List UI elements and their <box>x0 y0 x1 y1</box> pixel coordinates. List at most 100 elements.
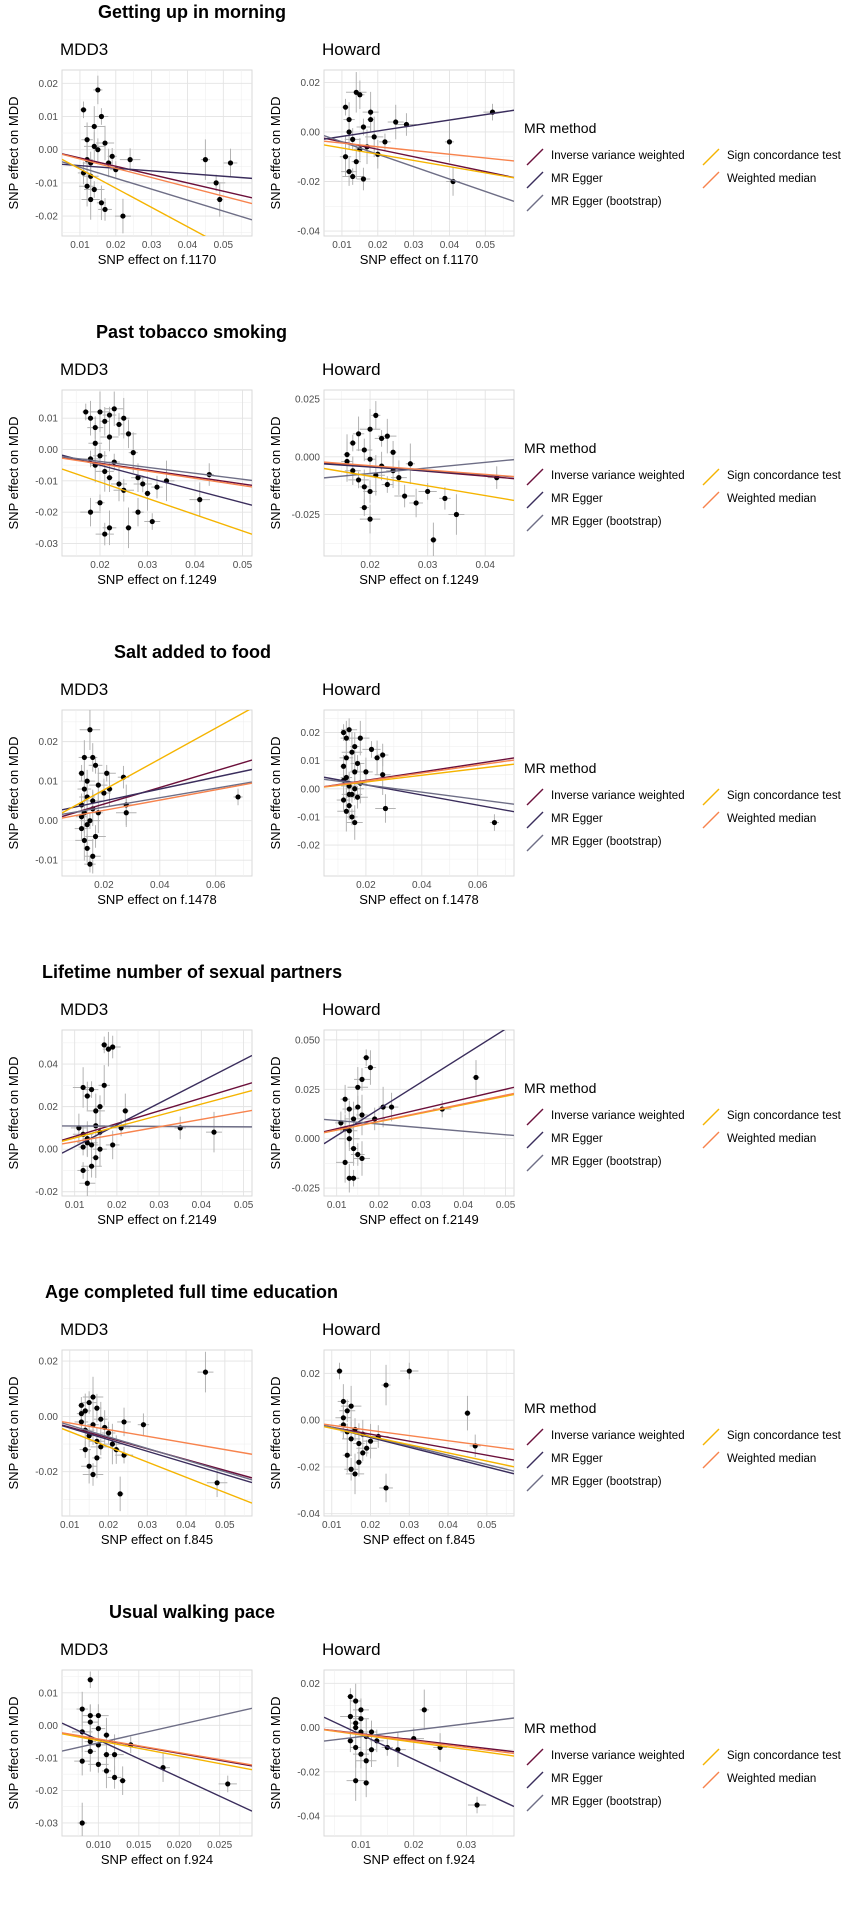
plot-area <box>323 389 515 557</box>
data-point <box>361 447 367 453</box>
y-tick-label: 0.00 <box>39 1721 59 1732</box>
panel-title: Howard <box>322 1320 381 1339</box>
legend-key-egger <box>526 1771 544 1789</box>
data-point <box>363 769 369 775</box>
data-point <box>407 461 413 467</box>
data-point <box>213 180 219 186</box>
data-point <box>214 1480 220 1486</box>
data-point <box>390 449 396 455</box>
legend-label-sign: Sign concordance test <box>727 1430 841 1442</box>
data-point <box>363 1055 369 1061</box>
x-tick-label: 0.04 <box>176 1520 196 1531</box>
legend-title: MR method <box>524 440 597 456</box>
x-tick-label: 0.05 <box>477 1520 497 1531</box>
data-point <box>340 797 347 803</box>
data-point <box>217 196 223 203</box>
data-point <box>95 87 101 93</box>
legend-key-wmed <box>702 811 720 829</box>
regression-line-sign <box>62 468 252 535</box>
y-tick-label: 0.01 <box>39 414 59 425</box>
data-point <box>352 769 358 775</box>
legend-label-ivw: Inverse variance weighted <box>551 470 685 482</box>
y-tick-label: 0.025 <box>295 395 320 406</box>
data-point <box>106 525 113 531</box>
y-tick-label: 0.01 <box>301 756 321 767</box>
data-point <box>354 760 361 767</box>
data-point <box>393 119 399 125</box>
data-point <box>116 481 122 487</box>
y-tick-label: -0.03 <box>35 1818 58 1829</box>
legend-key-egger <box>526 811 544 829</box>
x-tick-label: 0.05 <box>214 240 234 251</box>
data-point <box>111 406 117 412</box>
data-point <box>346 727 352 733</box>
legend: MR method Inverse variance weighted MR Egg… <box>522 1720 862 1840</box>
y-tick-label: -0.02 <box>297 177 320 188</box>
y-tick-label: 0.00 <box>301 784 321 795</box>
x-tick-label: 0.01 <box>322 1520 342 1531</box>
regression-line-egger <box>62 163 252 180</box>
data-point <box>116 421 122 428</box>
data-point <box>144 490 151 496</box>
x-tick-label: 0.01 <box>70 240 90 251</box>
data-point <box>78 1419 84 1425</box>
legend-label-egger: MR Egger <box>551 1773 603 1785</box>
section-title: Age completed full time education <box>45 1282 339 1302</box>
data-point <box>102 418 108 424</box>
x-tick-label: 0.03 <box>400 1520 420 1531</box>
regression-line-sign <box>324 144 514 179</box>
regression-line-sign <box>62 158 207 236</box>
regression-line-wmed <box>62 457 252 488</box>
figure-section: Lifetime number of sexual partners MDD3 0.… <box>0 960 864 1280</box>
data-point <box>367 456 373 462</box>
data-point <box>97 1104 103 1110</box>
legend-label-egger_boot: MR Egger (bootstrap) <box>551 1156 662 1168</box>
data-point <box>90 1422 96 1428</box>
regression-line-egger_boot <box>324 134 514 202</box>
data-point <box>79 1820 85 1826</box>
regression-line-wmed <box>324 1728 514 1755</box>
legend-label-sign: Sign concordance test <box>727 470 841 482</box>
data-point <box>87 861 93 867</box>
x-axis-label: SNP effect on f.2149 <box>359 1212 479 1227</box>
regression-line-egger_boot <box>324 1717 514 1742</box>
data-point <box>92 833 99 840</box>
data-point <box>361 484 367 490</box>
legend-label-wmed: Weighted median <box>727 1453 817 1465</box>
data-point <box>87 509 94 515</box>
data-point <box>352 743 358 750</box>
data-point <box>353 1720 359 1726</box>
data-point <box>83 409 89 415</box>
data-point <box>380 772 386 778</box>
panel-title: Howard <box>322 1640 381 1659</box>
legend-key-ivw <box>526 788 544 806</box>
data-point <box>93 1155 99 1161</box>
data-point <box>346 791 352 798</box>
x-tick-label: 0.05 <box>215 1520 235 1531</box>
data-point <box>123 810 129 816</box>
data-point <box>453 511 460 518</box>
legend-title: MR method <box>524 120 597 136</box>
plot-area <box>61 709 253 877</box>
legend-key-wmed <box>702 171 720 189</box>
data-point <box>348 1466 354 1472</box>
data-point <box>211 1129 217 1135</box>
data-point <box>88 1142 95 1148</box>
legend-label-wmed: Weighted median <box>727 1133 817 1145</box>
x-tick-label: 0.010 <box>86 1840 111 1851</box>
data-point <box>102 140 108 146</box>
legend-key-ivw <box>526 148 544 166</box>
data-point <box>342 1159 348 1166</box>
data-point <box>94 1405 100 1411</box>
data-point <box>360 1450 366 1456</box>
legend-label-egger: MR Egger <box>551 493 603 505</box>
data-point <box>367 1438 374 1444</box>
x-tick-label: 0.02 <box>99 1520 119 1531</box>
data-point <box>355 431 362 437</box>
legend: MR method Inverse variance weighted MR Egg… <box>522 1400 862 1520</box>
panel-title: Howard <box>322 680 381 699</box>
legend-key-wmed <box>702 1451 720 1469</box>
data-point <box>446 139 453 145</box>
data-point <box>140 481 146 487</box>
